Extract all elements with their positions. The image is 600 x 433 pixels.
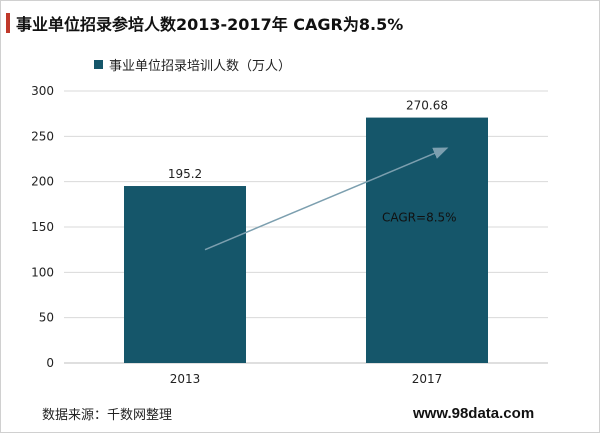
- y-tick-label: 100: [31, 265, 54, 279]
- data-label-2013: 195.2: [168, 167, 202, 181]
- watermark-logo: www.98data.com: [413, 405, 535, 422]
- bar-2013: [124, 186, 246, 363]
- y-tick-label: 0: [46, 356, 54, 370]
- legend-swatch: [94, 60, 103, 69]
- cagr-annotation: CAGR=8.5%: [382, 211, 457, 225]
- title-accent-bar: [6, 13, 10, 33]
- data-label-2017: 270.68: [406, 99, 448, 113]
- x-tick-label-2017: 2017: [412, 372, 443, 386]
- legend: 事业单位招录培训人数（万人）: [94, 55, 291, 74]
- y-tick-label: 300: [31, 84, 54, 98]
- y-tick-label: 200: [31, 175, 54, 189]
- x-tick-label-2013: 2013: [170, 372, 201, 386]
- legend-label: 事业单位招录培训人数（万人）: [109, 59, 292, 74]
- y-tick-label: 50: [39, 311, 54, 325]
- trend-arrow: [204, 147, 449, 251]
- y-tick-label: 250: [31, 129, 54, 143]
- bar-2017: [366, 117, 488, 363]
- y-tick-label: 150: [31, 220, 54, 234]
- chart-title: 事业单位招录参培人数2013-2017年 CAGR为8.5%: [16, 15, 404, 34]
- source-note: 数据来源：千数网整理: [42, 408, 173, 423]
